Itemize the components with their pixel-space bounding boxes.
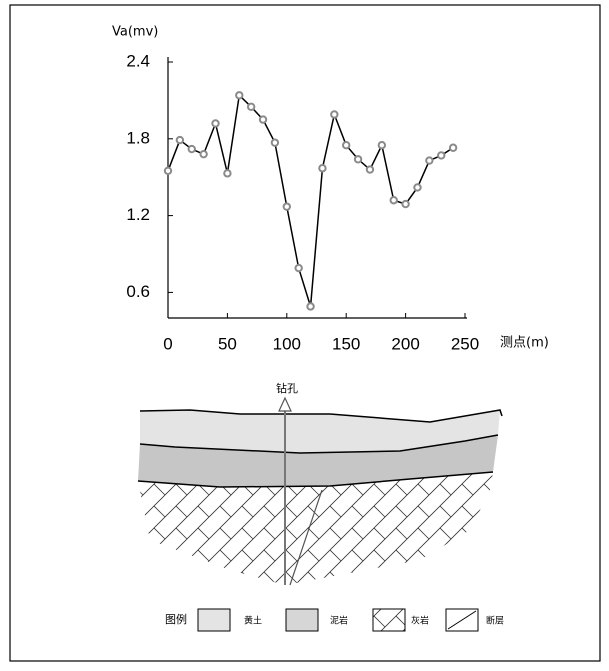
- data-point: [448, 143, 458, 152]
- fault: [289, 489, 323, 586]
- legend-swatch: [197, 608, 231, 632]
- legend-fault: [447, 610, 477, 630]
- x-axis-label: 测点(m): [500, 336, 549, 351]
- mudstone-layer: [138, 435, 498, 487]
- borehole-marker: [278, 396, 292, 412]
- data-point: [401, 199, 410, 209]
- borehole-label: 钻孔: [276, 381, 298, 395]
- data-point: [353, 155, 363, 164]
- legend-label: 灰岩: [411, 615, 429, 627]
- data-point: [282, 202, 291, 211]
- data-point: [258, 115, 268, 124]
- legend-swatch: [372, 608, 406, 632]
- limestone-layer: [138, 472, 493, 585]
- legend-swatch: [285, 608, 319, 632]
- boundary: [139, 434, 499, 454]
- boundary: [139, 409, 503, 423]
- data-point: [211, 119, 220, 128]
- data-point: [342, 141, 351, 150]
- x-tick-label: 200: [391, 334, 419, 353]
- legend-label: 断层: [486, 615, 504, 627]
- data-point: [199, 149, 208, 159]
- x-tick-label: 0: [163, 334, 172, 353]
- data-point: [235, 91, 244, 100]
- y-tick-label: 0.6: [126, 282, 150, 301]
- x-tick-label: 150: [332, 334, 360, 353]
- y-tick-label: 1.8: [126, 128, 150, 147]
- data-point: [389, 196, 398, 205]
- data-point: [223, 169, 232, 178]
- legend-label: 黄土: [244, 615, 262, 627]
- data-point: [270, 138, 280, 147]
- cross-section: 钻孔: [137, 381, 503, 586]
- y-tick-label: 2.4: [126, 51, 150, 70]
- boundary: [137, 471, 494, 488]
- x-tick-label: 100: [273, 334, 301, 353]
- data-point: [306, 302, 315, 311]
- legend-label: 泥岩: [330, 615, 348, 627]
- data-point: [413, 183, 422, 192]
- data-point: [365, 165, 375, 174]
- data-point: [318, 164, 327, 173]
- y-tick-label: 1.2: [126, 205, 150, 224]
- y-axis-label: Va(mv): [112, 25, 158, 40]
- x-tick-label: 50: [218, 334, 237, 353]
- data-point: [163, 166, 173, 176]
- legend-title: 图例: [165, 612, 187, 626]
- data-point: [377, 141, 387, 150]
- data-point: [246, 102, 256, 112]
- data-point: [175, 135, 185, 145]
- data-point: [425, 156, 434, 165]
- data-point: [294, 263, 303, 273]
- data-point: [437, 151, 446, 160]
- x-tick-label: 250: [451, 334, 479, 353]
- legend: 图例 黄土 泥岩 灰岩 断层: [165, 608, 504, 632]
- data-point: [187, 144, 196, 154]
- data-point: [330, 110, 339, 119]
